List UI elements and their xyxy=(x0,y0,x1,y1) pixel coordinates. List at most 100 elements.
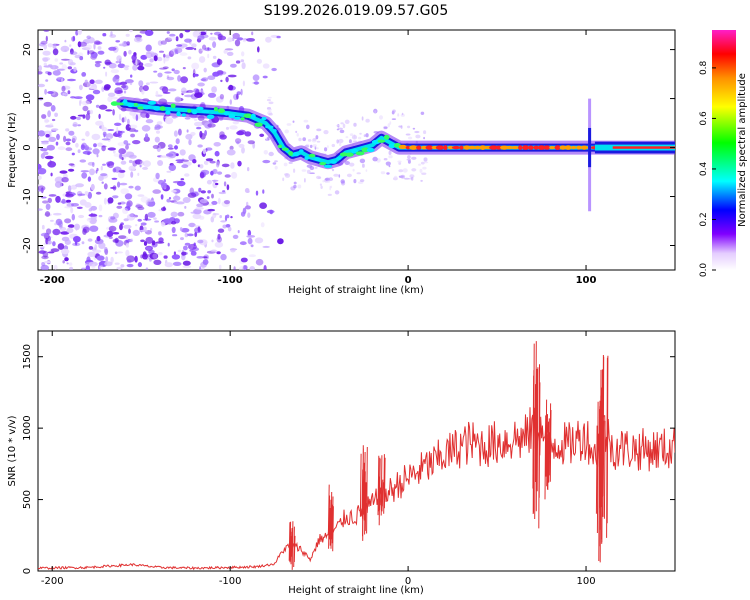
noise-speckle xyxy=(77,124,81,127)
noise-speckle xyxy=(191,62,200,70)
noise-speckle xyxy=(98,175,104,181)
ridge-blob xyxy=(528,145,534,150)
noise-speckle xyxy=(223,181,227,187)
noise-speckle xyxy=(163,57,166,64)
noise-speckle xyxy=(388,165,391,168)
noise-speckle xyxy=(45,133,50,138)
noise-speckle xyxy=(103,247,108,254)
noise-speckle xyxy=(67,224,75,228)
noise-speckle xyxy=(296,133,299,137)
spectrogram-image xyxy=(38,30,675,270)
noise-speckle xyxy=(411,156,417,160)
noise-speckle xyxy=(103,183,108,190)
noise-speckle xyxy=(171,68,175,72)
noise-speckle xyxy=(217,34,224,37)
noise-speckle xyxy=(167,242,170,247)
colorbar-gradient xyxy=(712,30,736,270)
noise-speckle xyxy=(311,138,317,143)
noise-speckle xyxy=(344,119,350,125)
noise-speckle xyxy=(421,172,427,175)
noise-speckle xyxy=(205,158,214,162)
noise-speckle xyxy=(124,67,129,71)
noise-speckle xyxy=(309,166,315,171)
noise-speckle xyxy=(62,260,65,264)
noise-speckle xyxy=(251,31,254,36)
noise-speckle xyxy=(165,54,170,59)
noise-speckle xyxy=(397,114,400,117)
noise-speckle xyxy=(164,116,168,119)
noise-speckle xyxy=(163,218,173,224)
noise-speckle xyxy=(43,260,52,264)
noise-speckle xyxy=(186,129,189,133)
noise-speckle xyxy=(128,228,131,234)
noise-speckle xyxy=(57,146,66,151)
noise-speckle xyxy=(199,215,205,220)
noise-speckle xyxy=(176,161,184,164)
ridge-blob xyxy=(388,143,396,149)
noise-speckle xyxy=(119,182,128,186)
ridge-blob xyxy=(213,106,218,112)
noise-speckle xyxy=(177,211,185,217)
noise-speckle xyxy=(266,99,271,102)
noise-speckle xyxy=(216,236,222,243)
noise-speckle xyxy=(268,101,274,105)
noise-speckle xyxy=(140,196,149,203)
noise-speckle xyxy=(117,63,126,69)
noise-speckle xyxy=(115,60,120,64)
noise-speckle xyxy=(257,46,260,53)
ridge-blob xyxy=(564,145,572,150)
noise-speckle xyxy=(223,49,228,54)
noise-speckle xyxy=(111,177,118,180)
ridge-blob xyxy=(299,149,304,153)
noise-speckle xyxy=(411,176,414,181)
noise-speckle xyxy=(217,58,221,65)
ridge-blob xyxy=(533,145,540,150)
noise-speckle xyxy=(225,126,230,130)
noise-speckle xyxy=(237,160,242,167)
noise-speckle xyxy=(385,161,391,166)
noise-speckle xyxy=(193,88,200,94)
ridge-blob xyxy=(537,145,546,150)
ridge-blob xyxy=(110,101,119,106)
ytick-label: -10 xyxy=(22,188,33,204)
noise-speckle xyxy=(249,266,255,270)
noise-speckle xyxy=(116,126,119,134)
noise-speckle xyxy=(126,118,130,125)
noise-speckle xyxy=(124,79,134,84)
noise-speckle xyxy=(41,262,46,267)
noise-speckle xyxy=(284,129,290,134)
noise-speckle xyxy=(114,251,118,255)
noise-speckle xyxy=(187,233,194,237)
noise-speckle xyxy=(75,183,84,188)
noise-speckle xyxy=(194,118,198,122)
noise-speckle xyxy=(47,110,51,118)
noise-speckle xyxy=(62,92,67,96)
noise-speckle xyxy=(89,79,95,84)
noise-speckle xyxy=(193,30,202,36)
noise-speckle xyxy=(82,81,91,88)
ridge-blob xyxy=(196,106,204,110)
noise-speckle xyxy=(125,144,129,150)
noise-speckle xyxy=(197,239,204,244)
noise-speckle xyxy=(98,104,108,110)
noise-speckle xyxy=(212,168,218,175)
noise-speckle xyxy=(47,161,57,168)
colorbar-axes: 0.0 0.2 0.4 0.6 0.8 xyxy=(699,60,716,277)
noise-speckle xyxy=(211,193,214,199)
noise-speckle xyxy=(199,172,205,179)
ridge-blob xyxy=(518,145,523,151)
noise-speckle xyxy=(154,124,161,130)
noise-speckle xyxy=(206,179,212,185)
noise-speckle xyxy=(92,148,100,155)
noise-speckle xyxy=(345,136,349,139)
noise-speckle xyxy=(247,212,251,218)
noise-speckle xyxy=(175,138,180,145)
steady-band-peak xyxy=(612,146,675,149)
noise-speckle xyxy=(140,160,145,166)
noise-speckle xyxy=(363,134,366,138)
noise-speckle xyxy=(412,127,416,130)
noise-speckle xyxy=(297,184,302,189)
noise-speckle xyxy=(110,31,113,37)
noise-speckle xyxy=(241,51,245,57)
noise-speckle xyxy=(47,91,54,94)
